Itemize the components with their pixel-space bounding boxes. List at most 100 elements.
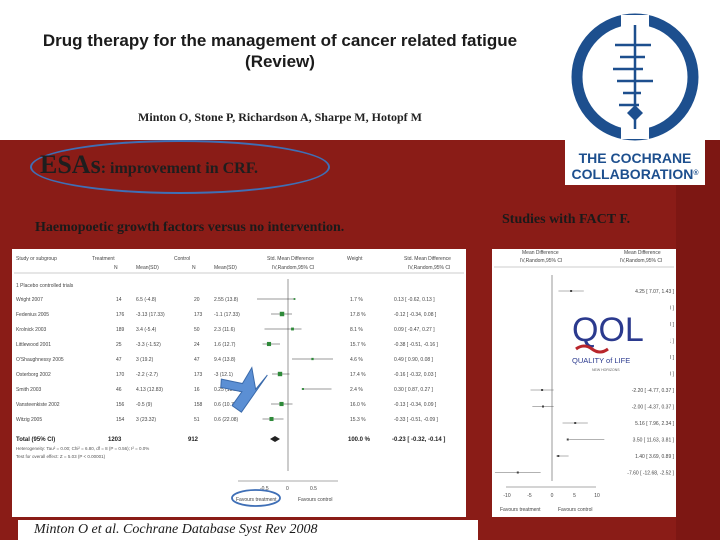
fl-header-study: Study or subgroup — [16, 256, 57, 262]
fl-row-n1: 154 — [116, 417, 125, 423]
fl-row-weight: 4.6 % — [350, 357, 363, 363]
favours-treatment-highlight — [231, 489, 281, 507]
fl-row-n2: 47 — [194, 357, 200, 363]
fl-row-study: O'Shaughnessy 2005 — [16, 357, 64, 363]
fl-row-n2: 173 — [194, 312, 203, 318]
fr-header-md2: Mean Difference — [624, 250, 661, 256]
fl-row-m1: -3.13 (17.33) — [136, 312, 165, 318]
fr-row-estimate — [542, 405, 544, 408]
qol-tiny: NEW HORIZONS — [592, 368, 620, 372]
fl-header-mean2: Mean(SD) — [214, 265, 237, 271]
esa-heading-abbrev: ESAs — [40, 150, 101, 179]
fl-row-estimate — [269, 416, 274, 422]
fl-row-study: Littlewood 2001 — [16, 342, 51, 348]
quality-of-life-logo-icon: QOL QUALITY of LIFE NEW HORIZONS — [570, 305, 670, 380]
fl-favours-treatment: Favours treatment — [236, 497, 277, 503]
fr-row-estimate — [570, 290, 573, 292]
fl-row-m2: 0.6 (10.7) — [214, 402, 236, 408]
fr-header-ci2: IV,Random,95% CI — [620, 258, 662, 264]
fr-axis-tick: 0 — [551, 493, 554, 499]
fl-row-study: Fedenius 2005 — [16, 312, 49, 318]
fl-row-study: Witzig 2005 — [16, 417, 42, 423]
fl-total-n1: 1203 — [108, 437, 122, 443]
fl-row-n2: 173 — [194, 372, 203, 378]
fr-favours-treatment: Favours treatment — [500, 507, 541, 513]
fr-axis-tick: 10 — [594, 493, 600, 499]
fl-row-m1: 3.4 (-5.4) — [136, 327, 157, 333]
forest-plot-right-svg: Mean Difference IV,Random,95% CI Mean Di… — [494, 250, 675, 513]
fl-header-control: Control — [174, 256, 190, 262]
cochrane-emblem-icon — [571, 13, 699, 141]
fr-header-ci: IV,Random,95% CI — [520, 258, 562, 264]
cochrane-logo-text: THE COCHRANE COLLABORATION® — [565, 150, 705, 182]
fl-header-smd: Std. Mean Difference — [267, 256, 314, 262]
fl-row-weight: 15.7 % — [350, 342, 366, 348]
fl-row-weight: 1.7 % — [350, 297, 363, 303]
fl-row-n2: 51 — [194, 417, 200, 423]
fl-row-estimate — [311, 357, 314, 361]
fl-tick-neg: -0.5 — [260, 486, 269, 492]
fl-row-m1: 3 (19.2) — [136, 357, 154, 363]
fr-row-estimate — [557, 455, 560, 457]
fr-row-estimate — [516, 471, 519, 474]
esa-heading: ESAs: improvement in CRF. — [40, 150, 258, 180]
fl-row-m2: 1.6 (12.7) — [214, 342, 236, 348]
fr-favours-control: Favours control — [558, 507, 592, 513]
forest-plot-left-svg: Study or subgroup Treatment Control Std.… — [14, 256, 464, 507]
fl-row-ci: -0.13 [ -0.34, 0.09 ] — [394, 402, 437, 408]
fl-row-ci: 0.30 [ 0.87, 0.27 ] — [394, 387, 434, 393]
fl-row-estimate — [302, 388, 304, 390]
left-panel-caption: Haemopoetic growth factors versus no int… — [35, 220, 345, 235]
fr-row-value: -2.00 [ -4.37, 0.37 ] — [632, 405, 675, 411]
qol-letters: QOL — [572, 311, 644, 349]
fr-row-estimate — [566, 438, 569, 441]
fl-heterogeneity: Heterogeneity: Tau² = 0.00; Chi² = 6.80,… — [16, 446, 149, 451]
fl-header-treatment: Treatment — [92, 256, 115, 262]
fl-row-study: Vansteenkiste 2002 — [16, 402, 60, 408]
fl-row-weight: 16.0 % — [350, 402, 366, 408]
pointer-arrow-icon — [220, 366, 268, 413]
fl-favours-control: Favours control — [298, 497, 332, 503]
fl-subgroup: 1 Placebo controlled trials — [16, 283, 74, 289]
paper-authors: Minton O, Stone P, Richardson A, Sharpe … — [138, 110, 422, 124]
fl-tick-pos: 0.5 — [310, 486, 317, 492]
cochrane-logo-line1: THE COCHRANE — [578, 150, 692, 166]
fl-row-ci: -0.38 [ -0.51, -0.16 ] — [394, 342, 439, 348]
fl-row-ci: -0.12 [ -0.34, 0.08 ] — [394, 312, 437, 318]
fl-row-m2: -3 (12.1) — [214, 372, 233, 378]
fl-total-diamond — [270, 436, 280, 442]
fl-tick-zero: 0 — [286, 486, 289, 492]
fl-row-weight: 17.8 % — [350, 312, 366, 318]
fr-axis-tick: -5 — [527, 493, 532, 499]
fl-row-m2: 2.55 (13.8) — [214, 297, 239, 303]
fr-row-estimate — [574, 422, 577, 424]
fl-header-ci: IV,Random,95% CI — [272, 265, 314, 271]
fl-row-n2: 16 — [194, 387, 200, 393]
forest-plot-right: Mean Difference IV,Random,95% CI Mean Di… — [492, 249, 676, 517]
trademark-symbol: ® — [693, 170, 699, 177]
fl-row-n2: 24 — [194, 342, 200, 348]
fl-header-smd2: Std. Mean Difference — [404, 256, 451, 262]
cochrane-logo-line2: COLLABORATION — [571, 166, 694, 182]
fl-row-ci: 0.13 [ -0.62, 0.13 ] — [394, 297, 435, 303]
cochrane-logo — [565, 5, 705, 185]
fl-row-ci: 0.09 [ -0.47, 0.27 ] — [394, 327, 435, 333]
fl-row-estimate — [279, 401, 284, 407]
fl-row-estimate — [279, 311, 285, 317]
fl-row-n1: 170 — [116, 372, 125, 378]
fl-row-n1: 25 — [116, 342, 122, 348]
fl-row-n1: 14 — [116, 297, 122, 303]
right-panel-caption: Studies with FACT F. — [502, 212, 631, 227]
fl-row-m2: -1.1 (17.33) — [214, 312, 240, 318]
esa-heading-rest: : improvement in CRF. — [100, 160, 259, 177]
fl-row-n2: 20 — [194, 297, 200, 303]
fl-row-m2: 0.6 (22.08) — [214, 417, 239, 423]
fl-row-n1: 189 — [116, 327, 125, 333]
esa-highlight-oval — [30, 140, 330, 194]
fr-row-value: -7.60 [ -12.68, -2.52 ] — [627, 471, 674, 477]
fl-header-mean1: Mean(SD) — [136, 265, 159, 271]
fl-row-n1: 47 — [116, 357, 122, 363]
fl-row-m1: 6.5 (-4.8) — [136, 297, 157, 303]
fl-row-n2: 158 — [194, 402, 203, 408]
fl-row-m1: 4.13 (12.83) — [136, 387, 163, 393]
